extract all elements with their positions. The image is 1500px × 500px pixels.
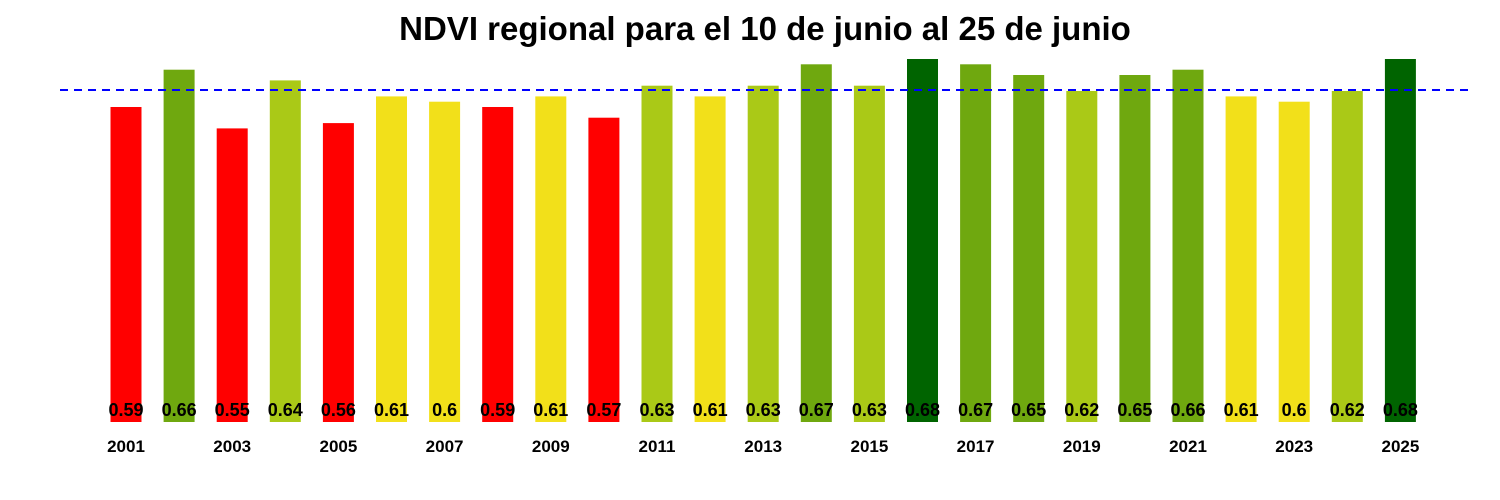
bar-2018 xyxy=(1013,75,1045,422)
x-axis-ticks-layer: 2001 2003 2005 2007 2009 2011 2013 2015 2017 2019… xyxy=(107,437,1419,456)
bar-2012 xyxy=(694,96,726,423)
bar-2003 xyxy=(216,128,248,422)
x-tick-label-2011: 2011 xyxy=(639,437,676,456)
bar-2001 xyxy=(110,107,142,422)
value-label-2005: 0.56 xyxy=(321,400,356,420)
bar-2016 xyxy=(907,59,938,422)
value-label-2009: 0.61 xyxy=(533,400,568,420)
x-tick-label-2005: 2005 xyxy=(319,437,357,456)
bar-2025 xyxy=(1384,59,1416,422)
bar-2022 xyxy=(1225,96,1257,423)
x-tick-label-2025: 2025 xyxy=(1381,437,1419,456)
value-label-2016: 0.68 xyxy=(905,400,940,420)
value-label-2006: 0.61 xyxy=(374,400,409,420)
x-tick-label-2003: 2003 xyxy=(213,437,251,456)
value-label-2010: 0.57 xyxy=(586,400,621,420)
bar-2021 xyxy=(1172,69,1204,422)
value-label-2011: 0.63 xyxy=(639,400,674,420)
x-tick-label-2013: 2013 xyxy=(744,437,782,456)
bars-layer xyxy=(110,59,1416,423)
x-tick-label-2017: 2017 xyxy=(957,437,995,456)
value-label-2004: 0.64 xyxy=(268,400,303,420)
value-label-2014: 0.67 xyxy=(799,400,834,420)
bar-2006 xyxy=(376,96,407,423)
value-label-2007: 0.6 xyxy=(432,400,457,420)
value-label-2023: 0.6 xyxy=(1282,400,1307,420)
value-label-2015: 0.63 xyxy=(852,400,887,420)
value-label-2002: 0.66 xyxy=(162,400,197,420)
value-label-2012: 0.61 xyxy=(693,400,728,420)
value-label-2003: 0.55 xyxy=(215,400,250,420)
x-tick-label-2007: 2007 xyxy=(426,437,464,456)
bar-2015 xyxy=(853,85,885,422)
x-tick-label-2015: 2015 xyxy=(850,437,888,456)
bar-2009 xyxy=(535,96,567,423)
bar-2013 xyxy=(747,85,779,422)
value-label-2021: 0.66 xyxy=(1170,400,1205,420)
bar-2019 xyxy=(1066,91,1098,422)
bar-2010 xyxy=(588,117,620,422)
x-tick-label-2019: 2019 xyxy=(1063,437,1101,456)
value-label-2001: 0.59 xyxy=(108,400,143,420)
value-label-2013: 0.63 xyxy=(746,400,781,420)
x-tick-label-2001: 2001 xyxy=(107,437,145,456)
bar-2011 xyxy=(641,85,673,422)
value-label-2008: 0.59 xyxy=(480,400,515,420)
value-labels-layer: 0.59 0.66 0.55 0.64 0.56 0.61 0.6 0.59 0.61 0.57 0… xyxy=(108,400,1417,420)
chart-title: NDVI regional para el 10 de junio al 25 … xyxy=(399,10,1131,47)
bar-2014 xyxy=(800,64,832,423)
value-label-2017: 0.67 xyxy=(958,400,993,420)
bar-2007 xyxy=(429,101,461,422)
bar-2024 xyxy=(1331,91,1363,422)
bar-2017 xyxy=(960,64,992,423)
x-tick-label-2009: 2009 xyxy=(532,437,570,456)
value-label-2018: 0.65 xyxy=(1011,400,1046,420)
value-label-2022: 0.61 xyxy=(1224,400,1259,420)
x-tick-label-2021: 2021 xyxy=(1169,437,1207,456)
value-label-2024: 0.62 xyxy=(1330,400,1365,420)
bar-2002 xyxy=(163,69,195,422)
bar-2004 xyxy=(269,80,301,423)
bar-2005 xyxy=(322,123,354,422)
value-label-2019: 0.62 xyxy=(1064,400,1099,420)
x-tick-label-2023: 2023 xyxy=(1275,437,1313,456)
bar-2023 xyxy=(1278,101,1310,422)
value-label-2025: 0.68 xyxy=(1383,400,1418,420)
bar-2008 xyxy=(482,107,514,422)
value-label-2020: 0.65 xyxy=(1117,400,1152,420)
bar-2020 xyxy=(1119,75,1151,422)
